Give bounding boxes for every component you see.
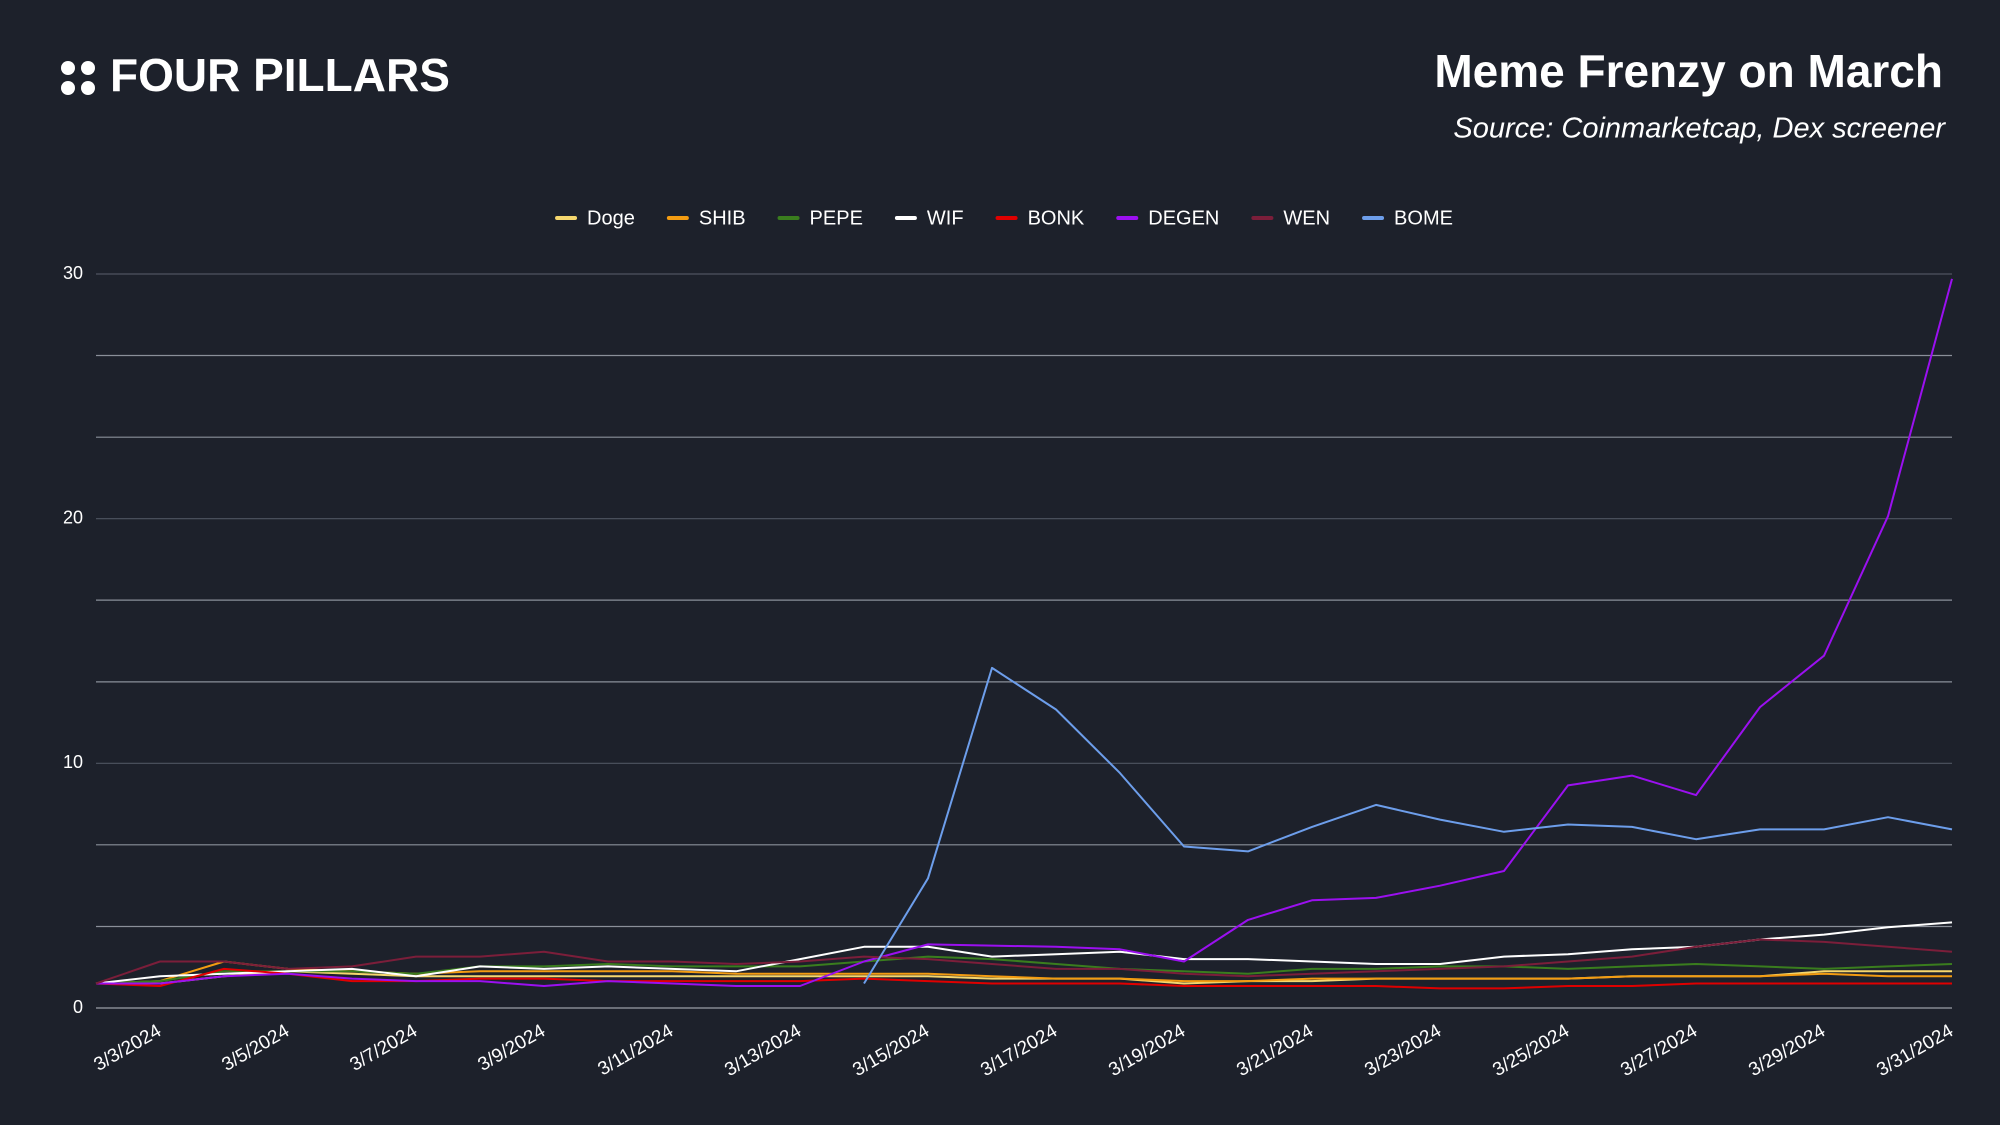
legend-label: SHIB [699,207,746,229]
series-line [96,278,1953,987]
y-tick-label: 0 [73,997,83,1017]
series-line [95,955,1953,985]
logo-icon [61,61,95,95]
series-line [95,921,1953,985]
series-line [863,666,1953,985]
legend-label: PEPE [810,207,863,229]
y-tick-label: 20 [63,507,83,527]
legend-label: DEGEN [1148,207,1219,229]
legend-label: BOME [1394,207,1453,229]
legend-label: WEN [1283,207,1330,229]
series-line [95,938,1953,985]
legend-label: WIF [927,207,964,229]
y-tick-label: 30 [63,263,83,283]
y-tick-label: 10 [63,752,83,772]
chart-title: Meme Frenzy on March [1434,45,1943,97]
legend-label: BONK [1028,207,1085,229]
brand: FOUR PILLARS [110,49,450,101]
legend: Doge SHIB PEPE WIF BONK DEGEN WEN BOME [555,207,1453,229]
chart-subtitle: Source: Coinmarketcap, Dex screener [1453,113,1946,145]
legend-label: Doge [587,207,635,229]
